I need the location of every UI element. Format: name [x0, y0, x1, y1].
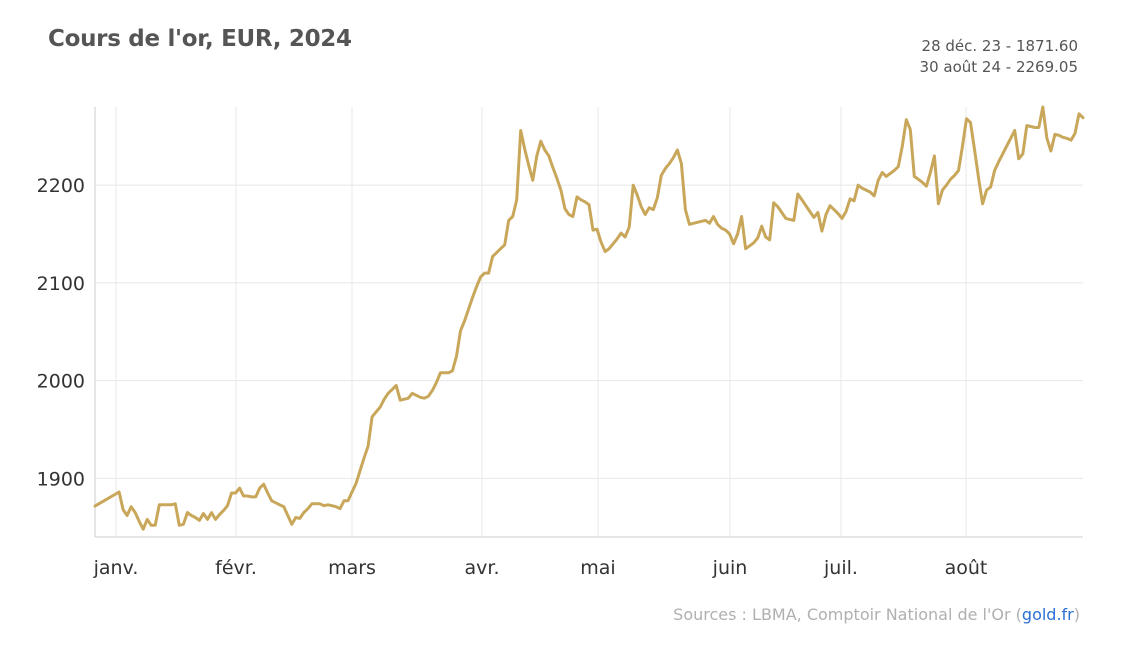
- grid-lines: [95, 107, 1083, 537]
- x-tick-label: juin: [712, 557, 748, 579]
- y-tick-label: 2000: [37, 371, 85, 393]
- series-line-eur: [93, 105, 1085, 531]
- source-link[interactable]: gold.fr: [1021, 605, 1074, 624]
- source-suffix: ): [1073, 605, 1080, 624]
- x-tick-label: avr.: [465, 557, 500, 579]
- x-tick-label: janv.: [93, 557, 139, 579]
- x-tick-label: août: [945, 557, 988, 579]
- source-prefix: Sources : LBMA, Comptoir National de l'O…: [673, 605, 1022, 624]
- x-tick-label: mars: [328, 557, 376, 579]
- y-tick-label: 1900: [37, 468, 85, 490]
- range-end-label: 30 août 24 - 2269.05: [919, 58, 1078, 76]
- axes: 1900 2000 2100 2200 janv. févr. mars avr. mai jui…: [37, 107, 1083, 579]
- y-tick-label: 2100: [37, 273, 85, 295]
- source-credit: Sources : LBMA, Comptoir National de l'O…: [673, 605, 1080, 624]
- x-tick-label: mai: [580, 557, 615, 579]
- chart-title: Cours de l'or, EUR, 2024: [48, 26, 352, 52]
- series-layer: [93, 105, 1085, 531]
- y-tick-label: 2200: [37, 175, 85, 197]
- x-tick-label: juil.: [823, 557, 858, 579]
- range-start-label: 28 déc. 23 - 1871.60: [921, 37, 1078, 55]
- x-tick-label: févr.: [215, 557, 257, 579]
